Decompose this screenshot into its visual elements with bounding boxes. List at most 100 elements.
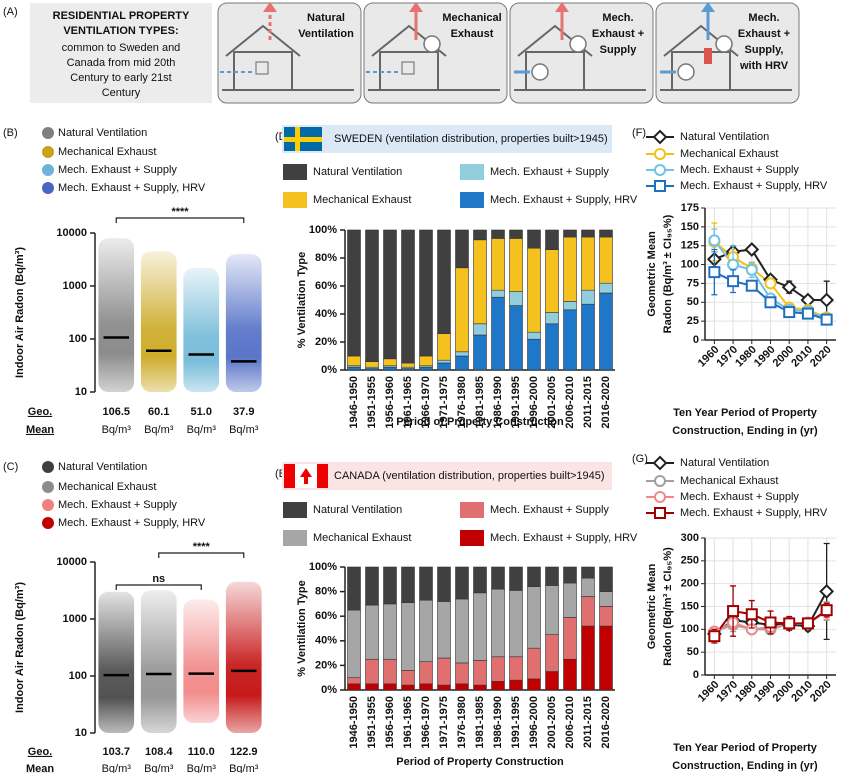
x-tick-label: 2016-2020 — [600, 376, 612, 429]
legend-marker — [42, 146, 54, 158]
y-tick-label: 50 — [687, 296, 699, 308]
mean-label: 51.0 — [191, 406, 212, 418]
bar-segment — [401, 670, 415, 686]
x-tick-label: 1971-1975 — [438, 696, 450, 749]
bar-segment — [509, 566, 523, 591]
y-tick-label: 1000 — [63, 613, 87, 625]
y-tick-label: 125 — [681, 240, 699, 252]
x-tick-label: 1951-1955 — [366, 376, 378, 429]
bar-segment — [473, 684, 487, 691]
x-axis-title: Construction, Ending in (yr) — [672, 425, 818, 437]
y-tick-label: 25 — [687, 315, 699, 327]
intro-box — [30, 3, 212, 103]
bar-segment — [437, 333, 451, 361]
y-tick-label: 20% — [315, 336, 337, 348]
legend-marker — [654, 491, 666, 503]
bar-segment — [491, 238, 505, 291]
legend-marker — [654, 475, 666, 487]
legend-label: Mech. Exhaust + Supply, HRV — [490, 194, 638, 206]
legend-marker — [42, 182, 54, 194]
mean-label: 103.7 — [102, 746, 130, 758]
legend-label: Mech. Exhaust + Supply, HRV — [58, 182, 206, 194]
legend-label: Natural Ventilation — [680, 131, 769, 143]
bar-segment — [491, 681, 505, 691]
bar-segment — [491, 289, 505, 298]
x-tick-label: 1946-1950 — [348, 696, 360, 749]
data-point — [820, 313, 833, 326]
bar-segment — [491, 656, 505, 682]
bar-segment — [527, 229, 541, 249]
legend-label: Mech. Exhaust + Supply — [58, 164, 177, 176]
y-tick-label: 0 — [693, 669, 699, 681]
legend-swatch — [283, 164, 307, 180]
bar-segment — [365, 229, 379, 362]
bar-segment — [473, 229, 487, 241]
bar-segment — [599, 292, 613, 371]
legend-swatch — [460, 164, 484, 180]
legend-label: Mechanical Exhaust — [680, 475, 778, 487]
legend-swatch — [283, 530, 307, 546]
legend-label: Natural Ventilation — [313, 166, 402, 178]
data-point — [819, 584, 835, 599]
mean-title: Mean — [26, 424, 54, 436]
mean-label: 110.0 — [188, 746, 215, 758]
bar-segment — [383, 566, 397, 605]
bar-segment — [347, 677, 361, 685]
flag-leaf — [300, 468, 312, 484]
data-point — [708, 266, 721, 279]
bar-segment — [509, 291, 523, 306]
bar-segment — [527, 586, 541, 649]
bar-segment — [419, 355, 433, 367]
legend-label: Mech. Exhaust + Supply, HRV — [680, 180, 828, 192]
bar-segment — [563, 229, 577, 238]
bar-segment — [581, 625, 595, 691]
significance-bracket — [115, 217, 245, 223]
y-tick-label: 10 — [75, 727, 87, 739]
legend-label: Mechanical Exhaust — [58, 146, 156, 158]
x-tick-label: 2011-2015 — [582, 376, 594, 428]
bar-segment — [509, 679, 523, 691]
legend-label: Mech. Exhaust + Supply — [680, 164, 799, 176]
bar-segment — [401, 684, 415, 691]
data-cloud — [140, 590, 177, 733]
bar-segment — [383, 683, 397, 691]
y-tick-label: 10000 — [56, 556, 87, 568]
y-axis-title: Indoor Air Radon (Bq/m³) — [14, 582, 26, 713]
supply-fan — [531, 63, 549, 81]
bar-segment — [563, 566, 577, 584]
legend-label: Mech. Exhaust + Supply — [58, 499, 177, 511]
box-label: Supply — [600, 44, 638, 56]
panel-label: (B) — [3, 127, 18, 139]
unit-label: Bq/m³ — [187, 424, 217, 436]
y-tick-label: 0% — [321, 684, 337, 696]
bar-segment — [473, 239, 487, 325]
bar-segment — [599, 606, 613, 627]
legend-label: Mechanical Exhaust — [313, 532, 411, 544]
window — [255, 61, 269, 75]
data-point — [820, 604, 833, 617]
y-tick-label: 100 — [681, 258, 699, 270]
y-tick-label: 0% — [321, 364, 337, 376]
bar-segment — [563, 236, 577, 302]
exhaust-arrow-head — [701, 2, 715, 12]
y-tick-label: 40% — [315, 308, 337, 320]
bar-segment — [581, 566, 595, 579]
fan — [569, 35, 587, 53]
y-tick-label: 10 — [75, 386, 87, 398]
bar-segment — [437, 601, 451, 659]
x-tick-label: 2001-2005 — [546, 376, 558, 429]
y-tick-label: 75 — [687, 277, 699, 289]
x-tick-label: 1961-1965 — [402, 376, 414, 429]
x-tick-label: 1961-1965 — [402, 696, 414, 749]
x-tick-label: 2016-2020 — [600, 696, 612, 749]
x-tick-label: 1981-1985 — [474, 376, 486, 429]
bar-segment — [365, 361, 379, 368]
bar-segment — [527, 247, 541, 333]
box-label: Natural — [307, 12, 345, 24]
data-point — [744, 242, 760, 257]
intro-title: VENTILATION TYPES: — [63, 25, 178, 37]
panel-label: (C) — [3, 461, 18, 473]
x-tick-label: 1981-1985 — [474, 696, 486, 749]
x-tick-label: 1966-1970 — [420, 696, 432, 749]
legend-marker — [654, 180, 666, 192]
